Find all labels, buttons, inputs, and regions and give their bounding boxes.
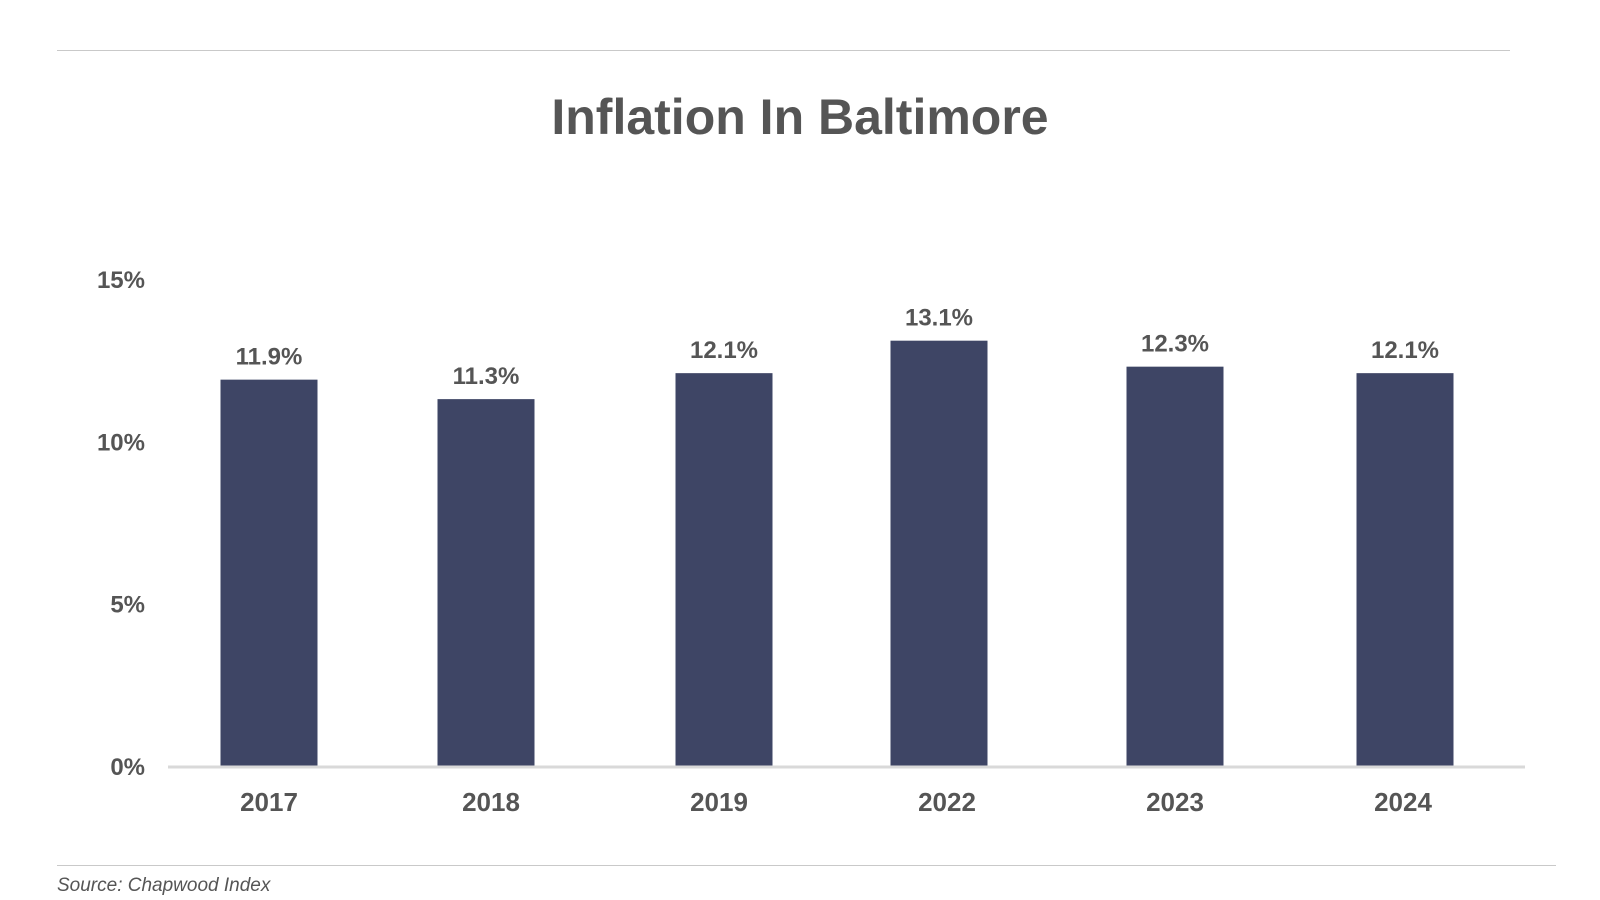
x-tick-label: 2023 bbox=[1146, 787, 1204, 817]
bar-value-label: 12.1% bbox=[690, 337, 758, 364]
x-tick-label: 2017 bbox=[240, 787, 298, 817]
top-divider bbox=[57, 50, 1510, 51]
bar-value-label: 13.1% bbox=[905, 305, 973, 332]
x-tick-label: 2019 bbox=[690, 787, 748, 817]
bar-value-label: 11.9% bbox=[236, 344, 303, 371]
bar-value-label: 12.1% bbox=[1371, 337, 1439, 364]
bar-value-label: 12.3% bbox=[1141, 331, 1209, 358]
bar bbox=[1356, 373, 1454, 766]
source-note: Source: Chapwood Index bbox=[57, 875, 271, 896]
chart-title: Inflation In Baltimore bbox=[551, 89, 1049, 145]
y-tick-label: 10% bbox=[97, 429, 145, 456]
x-tick-label: 2024 bbox=[1374, 787, 1432, 817]
bar bbox=[675, 373, 773, 766]
x-tick-label: 2022 bbox=[918, 787, 976, 817]
bar-value-label: 11.3% bbox=[453, 363, 520, 390]
y-tick-label: 5% bbox=[110, 592, 145, 619]
y-tick-label: 15% bbox=[97, 267, 145, 294]
bottom-divider bbox=[57, 865, 1556, 866]
x-tick-label: 2018 bbox=[462, 787, 520, 817]
bar bbox=[220, 379, 318, 766]
bar bbox=[437, 399, 535, 766]
bar bbox=[1126, 366, 1224, 766]
bar bbox=[890, 340, 988, 766]
y-tick-label: 0% bbox=[110, 754, 145, 781]
